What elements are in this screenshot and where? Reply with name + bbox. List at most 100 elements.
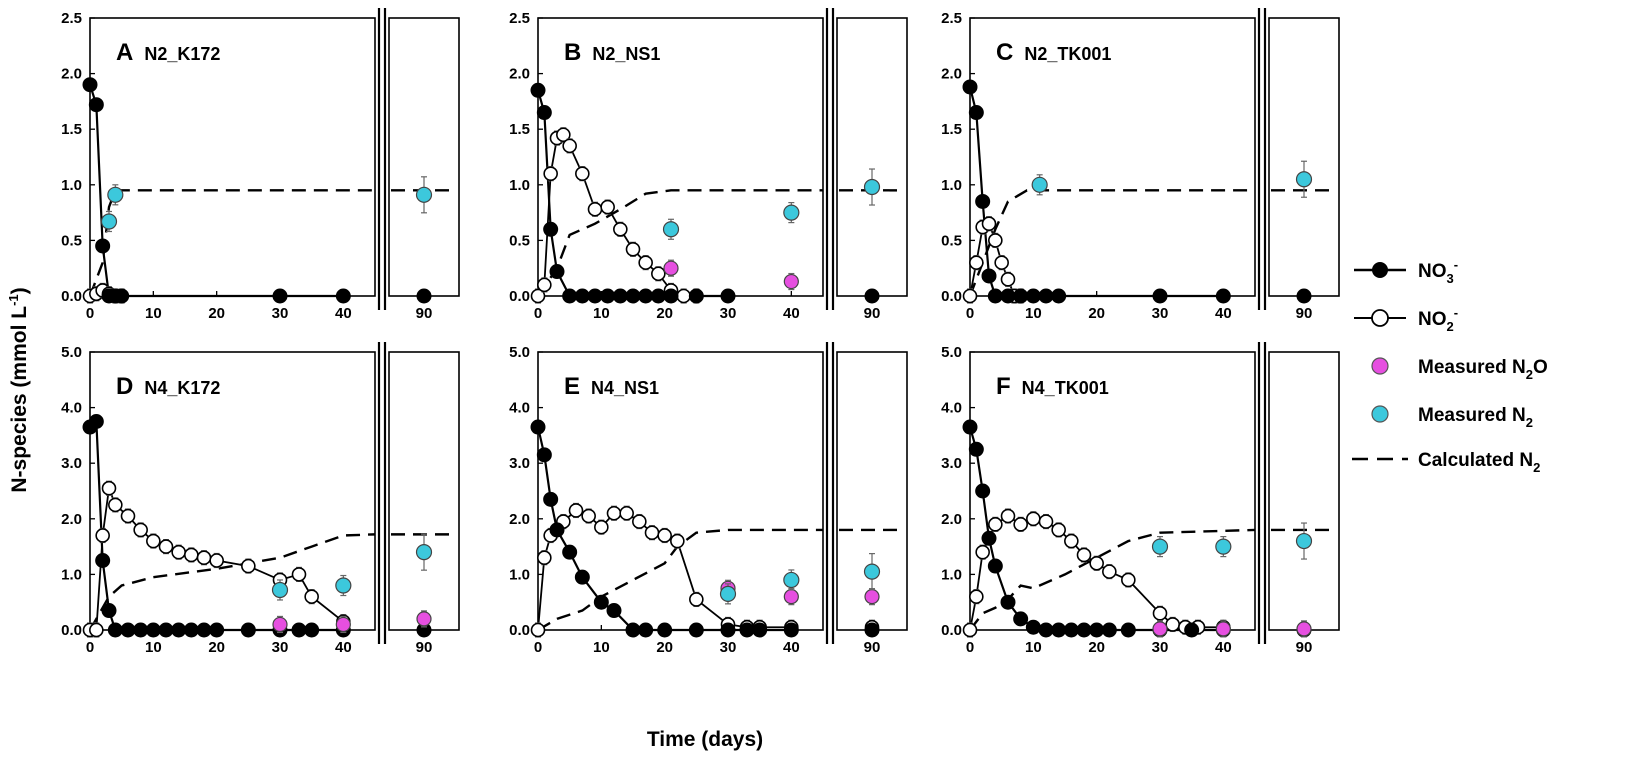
y-tick-label: 0.0 xyxy=(941,622,962,639)
no3-point xyxy=(95,238,111,254)
no2-point xyxy=(638,255,653,270)
x-tick-label: 0 xyxy=(966,639,974,656)
n2-point xyxy=(783,571,800,589)
no3-point xyxy=(272,288,288,304)
no3-point xyxy=(335,288,351,304)
n2-point xyxy=(100,213,118,230)
n2-point xyxy=(1151,538,1169,555)
no3-point xyxy=(549,264,565,280)
no3-point xyxy=(1013,288,1029,304)
y-tick-label: 2.0 xyxy=(941,66,962,83)
no2-point xyxy=(1000,272,1016,287)
no3-point xyxy=(107,622,123,638)
no2-point xyxy=(651,266,666,282)
n2-point xyxy=(415,186,433,203)
n2o-point xyxy=(663,260,679,276)
n2-point xyxy=(1215,538,1232,555)
no3-point xyxy=(612,288,628,304)
no3-point xyxy=(688,622,704,638)
no3-point xyxy=(663,288,679,304)
no2-point xyxy=(644,525,660,541)
n2o-point xyxy=(272,616,288,633)
no2-point xyxy=(1026,511,1041,527)
no2-point xyxy=(530,622,546,638)
no3-point xyxy=(1038,288,1054,304)
no2-point xyxy=(146,533,161,549)
no3-point xyxy=(574,569,590,585)
n2o-point xyxy=(783,589,799,605)
x-tick-label: 10 xyxy=(1025,639,1042,656)
no3-point xyxy=(240,622,256,638)
n2o-point xyxy=(783,273,799,290)
no2-point xyxy=(632,514,647,529)
x-tick-label: 0 xyxy=(966,305,974,322)
no3-point xyxy=(739,622,755,638)
calculated-n2-line xyxy=(88,189,375,297)
no3-point xyxy=(968,441,984,457)
no2-point xyxy=(537,277,552,293)
no2-point xyxy=(1064,533,1079,549)
no3-point xyxy=(416,288,432,304)
no2-point xyxy=(530,288,546,304)
no3-point xyxy=(158,622,174,638)
y-tick-label: 3.0 xyxy=(941,455,962,472)
x-tick-label: 30 xyxy=(720,305,737,322)
panel-E: 0.0 1.0 2.0 3.0 4.0 5.0 0 10 20 30 40 90 E N4_NS1 xyxy=(509,342,908,656)
legend-label: Calculated N2 xyxy=(1418,450,1540,475)
break-frame xyxy=(836,17,908,297)
y-tick-label: 2.0 xyxy=(61,511,82,528)
y-tick-label: 1.0 xyxy=(509,566,530,583)
y-tick-label: 3.0 xyxy=(61,455,82,472)
n2-point xyxy=(719,585,737,602)
x-tick-label: 90 xyxy=(416,639,433,656)
no3-line xyxy=(536,426,792,632)
no2-point xyxy=(291,567,307,582)
no3-point xyxy=(864,288,880,304)
x-tick-label: 40 xyxy=(783,639,800,656)
n2-point xyxy=(863,563,881,580)
panel-title: F N4_TK001 xyxy=(996,373,1109,400)
no2-point xyxy=(171,544,186,560)
no2-point xyxy=(606,505,622,521)
no3-point xyxy=(196,622,212,638)
n2-point xyxy=(662,221,680,238)
x-tick-label: 40 xyxy=(335,305,352,322)
break-frame xyxy=(1268,351,1340,631)
no2-point xyxy=(1051,522,1066,538)
no3-point xyxy=(304,622,320,638)
no2-point xyxy=(988,517,1003,532)
no3-point xyxy=(1013,611,1029,627)
no3-point xyxy=(625,288,641,304)
no3-point xyxy=(593,594,609,610)
y-tick-label: 2.0 xyxy=(941,511,962,528)
break-frame xyxy=(1268,17,1340,297)
no3-point xyxy=(638,622,654,638)
n2-point xyxy=(1031,176,1048,193)
y-tick-label: 0.0 xyxy=(61,622,82,639)
no3-point xyxy=(209,622,225,638)
n2-point xyxy=(415,544,433,561)
no3-point xyxy=(987,558,1003,574)
y-tick-label: 0.0 xyxy=(61,288,82,305)
panel-title: B N2_NS1 xyxy=(564,39,660,66)
calculated-n2-line xyxy=(88,533,376,631)
x-tick-label: 30 xyxy=(1152,305,1169,322)
no3-point xyxy=(1184,622,1200,638)
y-tick-label: 5.0 xyxy=(61,344,82,361)
no3-point xyxy=(120,622,136,638)
x-tick-label: 0 xyxy=(86,305,94,322)
no2-point xyxy=(975,544,990,560)
n2-point xyxy=(863,178,881,196)
no2-point xyxy=(1165,617,1180,632)
no3-point xyxy=(1076,622,1092,638)
x-tick-label: 30 xyxy=(1152,639,1169,656)
no2-point xyxy=(95,528,110,543)
panel-title: A N2_K172 xyxy=(116,39,220,66)
no3-point xyxy=(1296,288,1312,304)
no2-point xyxy=(969,589,984,604)
n2o-point xyxy=(335,616,351,633)
no2-point xyxy=(587,201,603,217)
n2o-point xyxy=(416,611,432,627)
no2-point xyxy=(625,241,641,257)
